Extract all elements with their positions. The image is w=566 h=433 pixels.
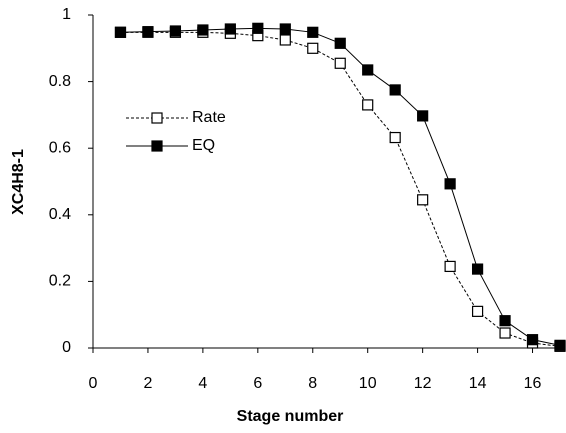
x-tick-label: 16 <box>524 375 542 392</box>
x-tick-label: 6 <box>253 375 262 392</box>
data-point <box>362 64 374 76</box>
data-point <box>114 26 127 38</box>
x-tick-label: 10 <box>359 375 377 392</box>
data-point <box>307 26 319 38</box>
legend-marker <box>151 112 163 124</box>
x-tick-label: 4 <box>198 375 207 392</box>
data-point <box>334 37 346 49</box>
data-point <box>169 25 182 37</box>
y-tick-label: 0.8 <box>49 73 71 90</box>
data-point <box>279 34 291 46</box>
data-point <box>499 315 511 327</box>
series-line <box>120 27 561 346</box>
data-point <box>142 26 154 38</box>
y-tick-label: 1 <box>62 6 71 23</box>
data-point <box>224 23 236 35</box>
data-point <box>444 178 456 190</box>
data-point <box>389 131 401 144</box>
data-point <box>554 339 566 351</box>
data-point <box>444 260 456 273</box>
data-point <box>197 24 209 36</box>
legend-marker <box>151 140 163 152</box>
data-point <box>417 194 429 206</box>
x-tick-label: 8 <box>308 375 317 392</box>
data-point <box>389 84 401 96</box>
y-tick-label: 0.6 <box>49 139 71 156</box>
x-tick-label: 2 <box>143 375 152 392</box>
data-point <box>471 305 484 317</box>
y-axis-label: XC4H8-1 <box>10 149 27 215</box>
y-tick-label: 0.4 <box>49 206 71 223</box>
legend-label: EQ <box>192 137 215 154</box>
x-tick-label: 12 <box>414 375 432 392</box>
data-point <box>526 334 539 346</box>
x-axis-label: Stage number <box>237 408 344 425</box>
data-point <box>499 327 511 339</box>
legend-label: Rate <box>192 109 226 126</box>
x-tick-label: 0 <box>89 375 98 392</box>
data-point <box>279 23 291 35</box>
y-tick-label: 0 <box>62 339 71 356</box>
data-point <box>471 263 484 275</box>
data-point <box>334 57 346 69</box>
y-tick-label: 0.2 <box>49 273 71 290</box>
x-tick-label: 14 <box>469 375 487 392</box>
data-point <box>252 22 264 34</box>
data-point <box>307 42 319 54</box>
data-point <box>362 99 374 111</box>
data-point <box>417 110 429 122</box>
